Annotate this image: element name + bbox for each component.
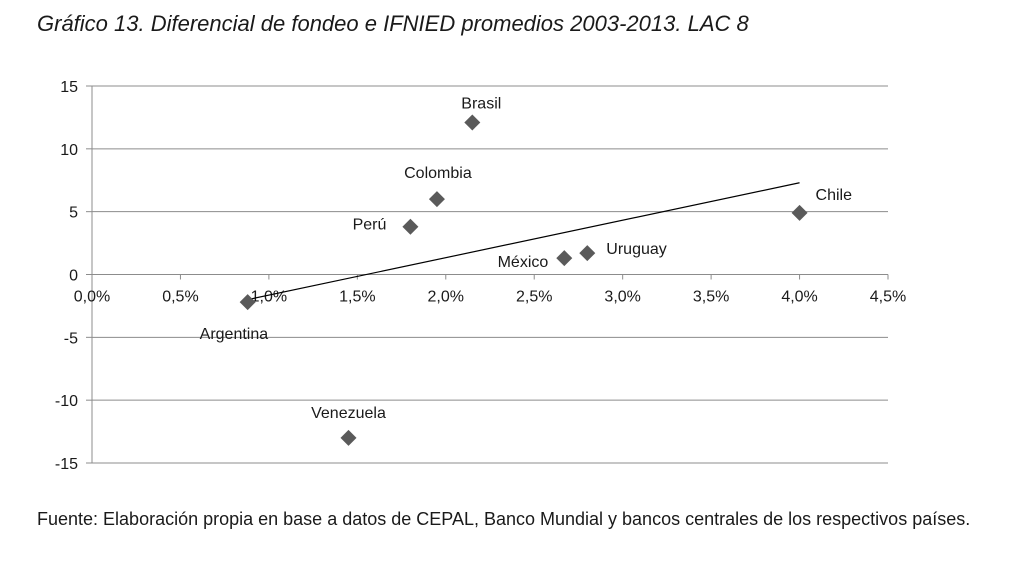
- y-tick-label: 15: [60, 79, 78, 96]
- point-label-colombia: Colombia: [404, 165, 472, 182]
- scatter-chart: 15 10 5 0 -5 -10 -15 0,0% 0,5% 1,0% 1,5% 2,0% 2,5% 3…: [55, 79, 906, 473]
- point-label-mexico: México: [498, 254, 549, 271]
- trendline: [247, 182, 800, 301]
- point-brasil: [464, 114, 481, 131]
- point-chile: [791, 204, 808, 221]
- point-label-uruguay: Uruguay: [606, 241, 666, 258]
- x-tick-label: 3,5%: [693, 289, 729, 306]
- point-peru: [402, 218, 419, 235]
- y-tick-label: -10: [55, 393, 78, 410]
- chart-title: Gráfico 13. Diferencial de fondeo e IFNI…: [37, 11, 749, 36]
- point-label-argentina: Argentina: [200, 326, 269, 343]
- x-axis-ticks: 0,0% 0,5% 1,0% 1,5% 2,0% 2,5% 3,0% 3,5% 4,0% 4,5%: [74, 274, 906, 306]
- y-tick-label: 0: [69, 268, 78, 285]
- x-tick-label: 1,5%: [339, 289, 375, 306]
- point-venezuela: [340, 429, 357, 446]
- x-tick-label: 3,0%: [604, 289, 640, 306]
- point-label-brasil: Brasil: [461, 95, 501, 112]
- x-tick-label: 2,0%: [428, 289, 464, 306]
- data-points: Brasil Colombia Perú Chile Uruguay México Arge…: [200, 95, 853, 446]
- point-colombia: [428, 191, 445, 208]
- point-label-peru: Perú: [353, 217, 387, 234]
- point-label-venezuela: Venezuela: [311, 405, 386, 422]
- point-argentina: [239, 294, 256, 311]
- x-tick-label: 2,5%: [516, 289, 552, 306]
- x-tick-label: 4,0%: [781, 289, 817, 306]
- y-tick-label: 10: [60, 142, 78, 159]
- gridlines: [92, 85, 888, 464]
- x-tick-label: 0,0%: [74, 289, 110, 306]
- axes: [91, 86, 888, 463]
- point-label-chile: Chile: [816, 187, 853, 204]
- x-tick-label: 1,0%: [251, 289, 287, 306]
- source-note: Fuente: Elaboración propia en base a dat…: [37, 509, 971, 529]
- trendline-group: [247, 182, 800, 301]
- x-tick-label: 0,5%: [162, 289, 198, 306]
- y-tick-label: -5: [64, 330, 78, 347]
- y-axis-ticks: 15 10 5 0 -5 -10 -15: [55, 79, 92, 473]
- y-tick-label: 5: [69, 205, 78, 222]
- y-tick-label: -15: [55, 456, 78, 473]
- point-mexico: [556, 250, 573, 267]
- x-tick-label: 4,5%: [870, 289, 906, 306]
- point-uruguay: [579, 245, 596, 262]
